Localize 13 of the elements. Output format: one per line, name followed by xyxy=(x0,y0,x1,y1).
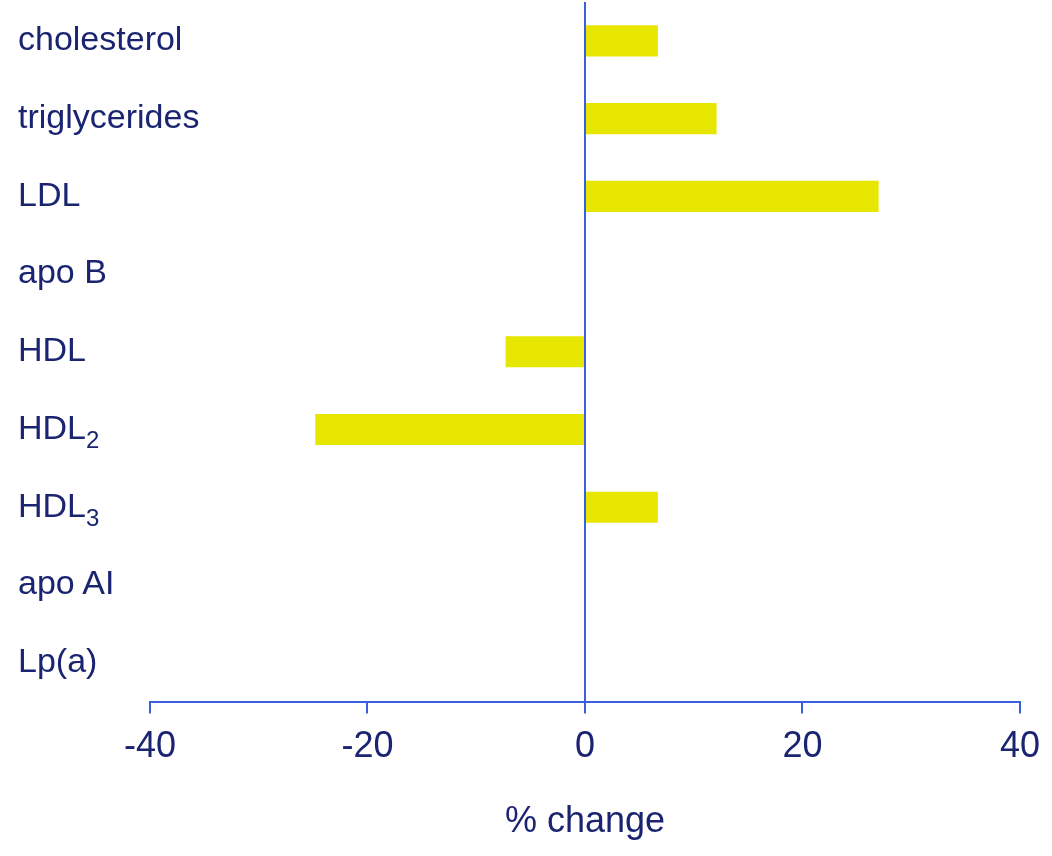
x-tick-label: 40 xyxy=(999,724,1040,766)
y-tick-label: apo AI xyxy=(18,563,115,602)
x-axis-title: % change xyxy=(504,799,666,841)
x-tick-label: -40 xyxy=(123,724,177,766)
y-tick-label: cholesterol xyxy=(18,19,183,58)
y-tick-label: triglycerides xyxy=(18,96,200,135)
x-tick-label: -20 xyxy=(341,724,394,766)
y-tick-label: HDL xyxy=(18,330,87,369)
y-tick-label: Lp(a) xyxy=(18,641,98,680)
y-tick-label: LDL xyxy=(18,174,81,213)
x-tick-label: 20 xyxy=(782,724,823,766)
x-tick-label: 0 xyxy=(574,724,595,766)
y-tick-label: apo B xyxy=(18,252,107,291)
